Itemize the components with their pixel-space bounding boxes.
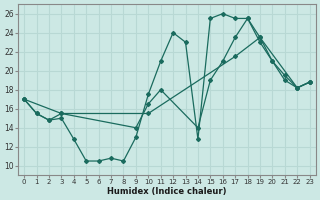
X-axis label: Humidex (Indice chaleur): Humidex (Indice chaleur) [107,187,227,196]
